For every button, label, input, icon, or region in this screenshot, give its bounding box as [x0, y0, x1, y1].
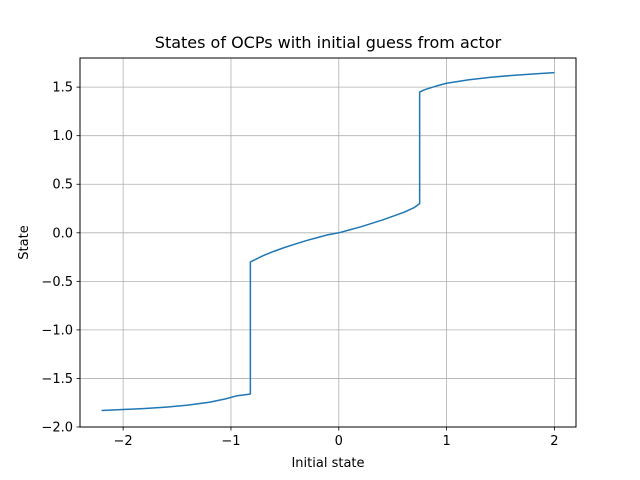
series-layer — [101, 71, 555, 412]
y-tick-label: 1.0 — [52, 129, 73, 144]
ticks: −2 −1 0 1 2 −2.0 −1.5 −1.0 −0.5 0.0 0.5 1.0 1.5 — [41, 81, 558, 449]
y-tick-label: −2.0 — [41, 421, 73, 436]
y-tick-label: 0.0 — [52, 226, 73, 241]
x-axis-label: Initial state — [291, 456, 364, 471]
y-tick-label: −1.5 — [41, 372, 73, 387]
x-tick-label: 1 — [442, 434, 450, 449]
x-tick-label: −1 — [221, 434, 240, 449]
x-tick-label: 0 — [335, 434, 343, 449]
series-line — [101, 71, 555, 412]
y-tick-label: 0.5 — [52, 178, 73, 193]
x-tick-label: −2 — [114, 434, 133, 449]
y-tick-label: 1.5 — [52, 81, 73, 96]
axes-frame — [79, 57, 577, 428]
y-axis-label: State — [17, 225, 32, 259]
chart-title: States of OCPs with initial guess from a… — [155, 33, 502, 52]
x-tick-label: 2 — [550, 434, 558, 449]
y-tick-label: −0.5 — [41, 275, 73, 290]
y-tick-label: −1.0 — [41, 323, 73, 338]
